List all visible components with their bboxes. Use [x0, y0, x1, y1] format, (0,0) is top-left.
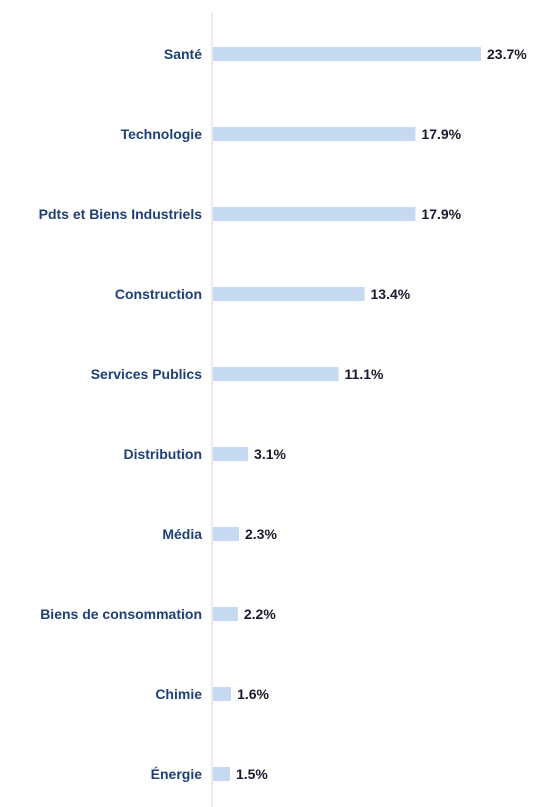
bar-row: Technologie 17.9% [121, 126, 462, 142]
bar [213, 447, 249, 461]
bar-row: Chimie 1.6% [155, 686, 269, 702]
bar-row: Énergie 1.5% [151, 766, 269, 782]
bar [213, 207, 416, 221]
bar [213, 287, 365, 301]
category-label: Pdts et Biens Industriels [39, 206, 203, 222]
bar-row: Biens de consommation 2.2% [40, 606, 276, 622]
bar [213, 687, 232, 701]
category-label: Construction [115, 286, 202, 302]
bar [213, 367, 339, 381]
category-label: Énergie [151, 766, 203, 782]
value-label: 2.2% [244, 606, 276, 622]
bar [213, 127, 416, 141]
value-label: 11.1% [345, 366, 384, 382]
bar-row: Construction 13.4% [115, 286, 411, 302]
value-label: 3.1% [254, 446, 286, 462]
category-label: Services Publics [91, 366, 203, 382]
bar-row: Santé 23.7% [164, 46, 527, 62]
bar-row: Services Publics 11.1% [91, 366, 384, 382]
bar [213, 607, 238, 621]
value-label: 13.4% [371, 286, 411, 302]
category-label: Technologie [121, 126, 203, 142]
bar [213, 47, 481, 61]
bar-row: Pdts et Biens Industriels 17.9% [39, 206, 462, 222]
chart-rows: Santé 23.7%Technologie 17.9%Pdts et Biens … [39, 46, 528, 782]
value-label: 23.7% [487, 46, 527, 62]
bar-row: Distribution 3.1% [123, 446, 286, 462]
bar [213, 767, 230, 781]
category-label: Santé [164, 46, 202, 62]
category-label: Biens de consommation [40, 606, 202, 622]
value-label: 2.3% [245, 526, 277, 542]
category-label: Chimie [155, 686, 202, 702]
category-label: Distribution [123, 446, 202, 462]
bar-row: Média 2.3% [162, 526, 277, 542]
value-label: 1.6% [237, 686, 269, 702]
value-label: 17.9% [421, 206, 461, 222]
category-label: Média [162, 526, 202, 542]
value-label: 17.9% [421, 126, 461, 142]
bar [213, 527, 240, 541]
value-label: 1.5% [236, 766, 268, 782]
